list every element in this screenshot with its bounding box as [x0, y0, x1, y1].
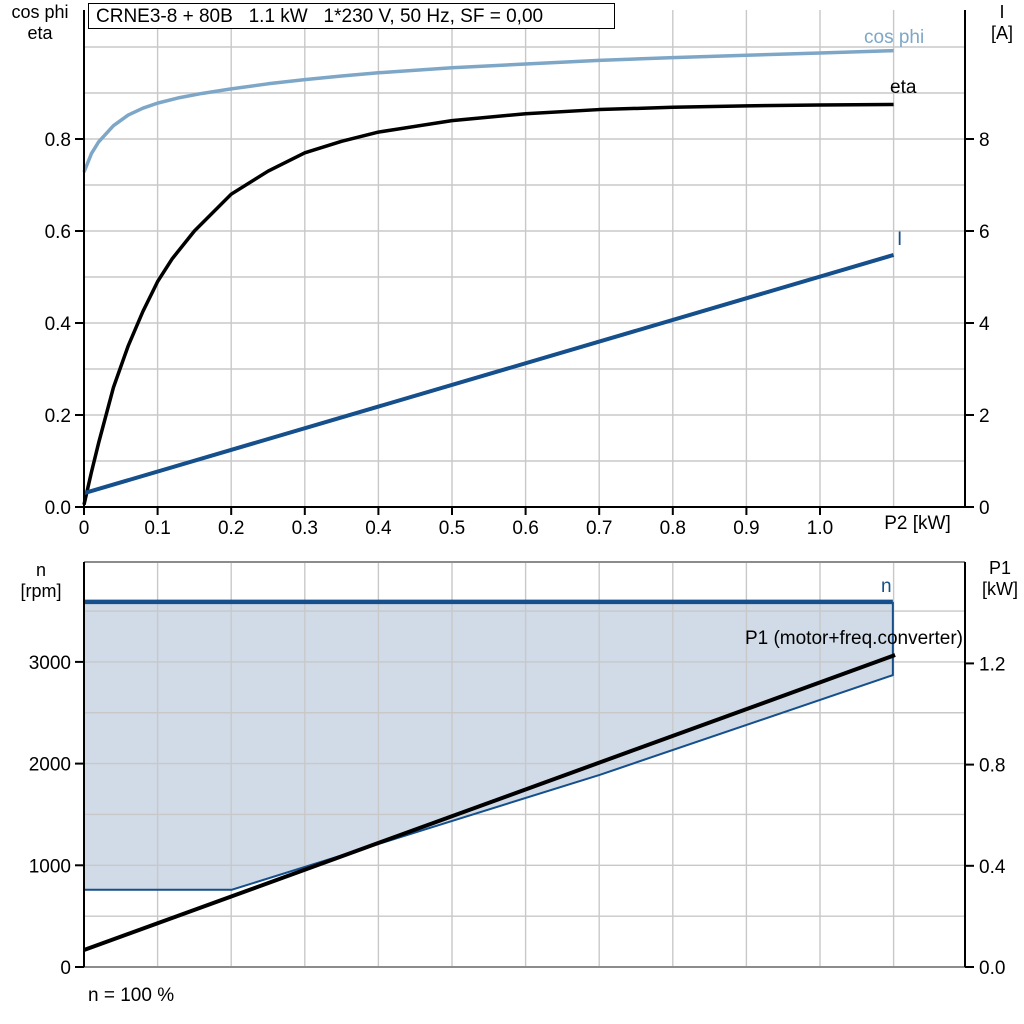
svg-text:0.8: 0.8: [45, 130, 71, 151]
svg-text:0.4: 0.4: [365, 518, 392, 539]
chart-title: CRNE3-8 + 80B 1.1 kW 1*230 V, 50 Hz, SF …: [88, 3, 615, 29]
svg-text:0.3: 0.3: [292, 518, 318, 539]
svg-text:3000: 3000: [29, 653, 71, 674]
bottom-right-axis-label: P1 [kW]: [976, 558, 1024, 600]
svg-text:0.0: 0.0: [45, 498, 71, 519]
axis-label-current: I: [999, 2, 1005, 22]
svg-text:0.2: 0.2: [218, 518, 244, 539]
axis-label-cos-phi: cos phi: [11, 2, 69, 22]
svg-text:4: 4: [979, 314, 990, 335]
curve-label-n: n: [881, 576, 892, 597]
svg-text:0: 0: [979, 498, 990, 519]
top-right-axis-label: I [A]: [981, 2, 1023, 44]
current-curve: [83, 253, 895, 496]
svg-text:2: 2: [979, 406, 990, 427]
curve-label-cos-phi: cos phi: [864, 27, 925, 48]
svg-text:8: 8: [979, 130, 990, 151]
speed-range-lower-boundary: [84, 601, 894, 891]
axis-label-rpm-unit: [rpm]: [20, 581, 62, 601]
svg-text:0.8: 0.8: [660, 518, 686, 539]
eta-curve: [82, 102, 894, 506]
svg-text:0.6: 0.6: [45, 222, 71, 243]
svg-text:0.2: 0.2: [45, 406, 71, 427]
svg-text:0.4: 0.4: [979, 857, 1006, 878]
svg-text:0: 0: [60, 958, 71, 979]
svg-text:0.5: 0.5: [439, 518, 465, 539]
axis-label-ampere-unit: [A]: [990, 23, 1013, 43]
svg-text:0.6: 0.6: [512, 518, 538, 539]
top-left-axis-label: cos phi eta: [0, 2, 80, 44]
axis-label-n: n: [35, 560, 46, 580]
curve-label-eta: eta: [890, 77, 917, 98]
svg-text:0.4: 0.4: [45, 314, 72, 335]
speed-footnote: n = 100 %: [88, 985, 175, 1006]
bottom-left-axis-label: n [rpm]: [6, 560, 76, 602]
p1-curve: [83, 653, 896, 952]
cos-phi-curve: [82, 48, 894, 173]
svg-text:0.1: 0.1: [144, 518, 170, 539]
svg-text:2000: 2000: [29, 755, 71, 776]
x-axis-unit-label: P2 [kW]: [884, 513, 951, 534]
svg-text:0.0: 0.0: [979, 958, 1005, 979]
curve-label-current: I: [897, 229, 903, 250]
svg-text:0.8: 0.8: [979, 756, 1005, 777]
svg-text:1.2: 1.2: [979, 654, 1005, 675]
svg-text:0.9: 0.9: [733, 518, 759, 539]
svg-text:1.0: 1.0: [807, 518, 833, 539]
curve-label-p1: P1 (motor+freq.converter): [744, 628, 963, 649]
axis-label-kw-unit: [kW]: [982, 579, 1018, 599]
axis-label-p1: P1: [988, 558, 1012, 578]
svg-text:1000: 1000: [29, 856, 71, 877]
axis-label-eta: eta: [27, 23, 53, 43]
svg-text:0.7: 0.7: [586, 518, 612, 539]
svg-text:6: 6: [979, 222, 990, 243]
svg-text:0: 0: [79, 518, 90, 539]
